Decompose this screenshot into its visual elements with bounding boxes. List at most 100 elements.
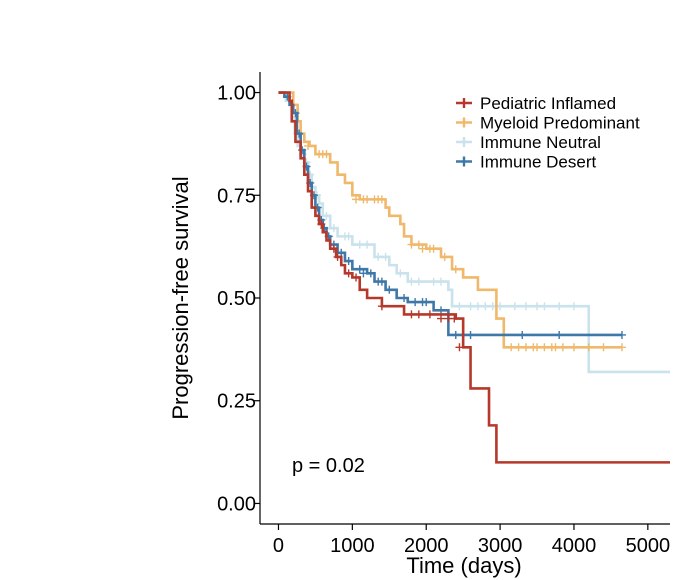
censor-mark <box>429 244 438 253</box>
x-tick-label: 1000 <box>330 535 375 557</box>
legend-item-myeloid-predominant: Myeloid Predominant <box>456 114 640 133</box>
legend-label: Myeloid Predominant <box>480 114 640 133</box>
censor-mark <box>352 273 361 282</box>
censor-mark <box>374 252 383 261</box>
censor-mark <box>507 343 516 352</box>
censor-mark <box>352 195 361 204</box>
censor-mark <box>455 302 464 311</box>
censor-mark <box>451 265 460 274</box>
censor-mark <box>617 343 626 352</box>
censor-mark <box>407 310 416 319</box>
censor-mark <box>344 257 353 266</box>
survival-curve-immune-neutral <box>278 91 670 374</box>
censor-mark <box>436 314 445 323</box>
censor-mark <box>414 277 423 286</box>
censor-mark <box>540 343 549 352</box>
censor-mark <box>466 302 475 311</box>
y-tick-label: 0.75 <box>217 185 256 207</box>
censor-mark <box>385 285 394 294</box>
legend-label: Immune Desert <box>480 153 596 172</box>
legend-label: Pediatric Inflamed <box>480 94 616 113</box>
legend-item-immune-neutral: Immune Neutral <box>456 133 601 152</box>
censor-mark <box>569 343 578 352</box>
censor-mark <box>466 330 475 339</box>
x-axis-title: Time (days) <box>406 553 521 578</box>
censor-mark <box>451 330 460 339</box>
y-tick-label: 1.00 <box>217 83 256 105</box>
censor-mark <box>599 343 608 352</box>
censor-mark <box>377 302 386 311</box>
censor-mark <box>329 224 338 233</box>
censor-mark <box>540 302 549 311</box>
censor-mark <box>436 277 445 286</box>
y-axis-title: Progression-free survival <box>168 176 193 419</box>
censor-mark <box>569 302 578 311</box>
censor-mark <box>510 302 519 311</box>
censor-mark <box>400 294 409 302</box>
y-tick-label: 0.25 <box>217 391 256 413</box>
legend-key <box>456 137 472 147</box>
censor-mark <box>521 302 530 311</box>
censor-mark <box>359 269 368 278</box>
censor-mark <box>333 252 342 261</box>
survival-curve-myeloid-predominant <box>278 91 622 349</box>
censor-mark <box>418 244 427 253</box>
censor-mark <box>366 269 375 278</box>
x-tick-label: 0 <box>273 535 284 557</box>
censor-mark <box>521 343 530 352</box>
censor-mark <box>455 343 464 352</box>
y-axis-ticks: 0.00 0.25 0.50 0.75 1.00 <box>217 83 260 515</box>
censor-mark <box>584 343 593 352</box>
series-myeloid-predominant <box>278 91 626 352</box>
legend-key <box>456 117 472 128</box>
censor-mark <box>407 240 416 249</box>
censor-mark <box>363 240 372 249</box>
censor-mark <box>514 343 523 352</box>
censor-mark <box>322 211 331 220</box>
censor-mark <box>329 244 338 253</box>
censor-mark <box>377 277 386 286</box>
censor-mark <box>414 310 423 319</box>
censor-mark <box>317 220 326 229</box>
censor-mark <box>322 150 331 159</box>
censor-mark <box>363 195 372 204</box>
censor-mark <box>533 343 542 352</box>
censor-mark <box>558 343 567 352</box>
censor-mark <box>377 195 386 204</box>
censor-mark <box>551 343 560 352</box>
x-tick-label: 5000 <box>626 535 671 557</box>
censor-mark <box>411 298 420 307</box>
series-pediatric-inflamed <box>278 91 670 464</box>
censor-mark <box>450 314 459 323</box>
x-tick-label: 2000 <box>404 535 449 557</box>
y-tick-label: 0.00 <box>217 493 256 515</box>
censor-mark <box>381 252 390 261</box>
censor-mark <box>436 306 445 315</box>
censor-mark <box>337 248 346 257</box>
censor-mark <box>407 277 416 286</box>
censor-mark <box>422 298 431 307</box>
legend-key <box>456 156 472 167</box>
plot-area <box>278 91 670 464</box>
y-tick-label: 0.50 <box>217 288 256 310</box>
legend-item-immune-desert: Immune Desert <box>456 153 596 172</box>
censor-mark <box>440 252 449 261</box>
series-immune-neutral <box>278 91 670 374</box>
censor-mark <box>481 302 490 311</box>
legend-item-pediatric-inflamed: Pediatric Inflamed <box>456 94 616 113</box>
x-tick-label: 3000 <box>478 535 523 557</box>
censor-mark <box>429 277 438 286</box>
censor-mark <box>355 265 364 274</box>
censor-mark <box>414 240 423 249</box>
censor-mark <box>344 232 353 241</box>
p-value-annotation: p = 0.02 <box>292 455 365 477</box>
censor-mark <box>396 269 405 278</box>
legend-key <box>456 98 472 108</box>
censor-mark <box>533 302 542 311</box>
censor-mark <box>555 302 564 311</box>
censor-mark <box>473 302 482 311</box>
x-tick-label: 4000 <box>552 535 597 557</box>
legend-label: Immune Neutral <box>480 133 601 152</box>
